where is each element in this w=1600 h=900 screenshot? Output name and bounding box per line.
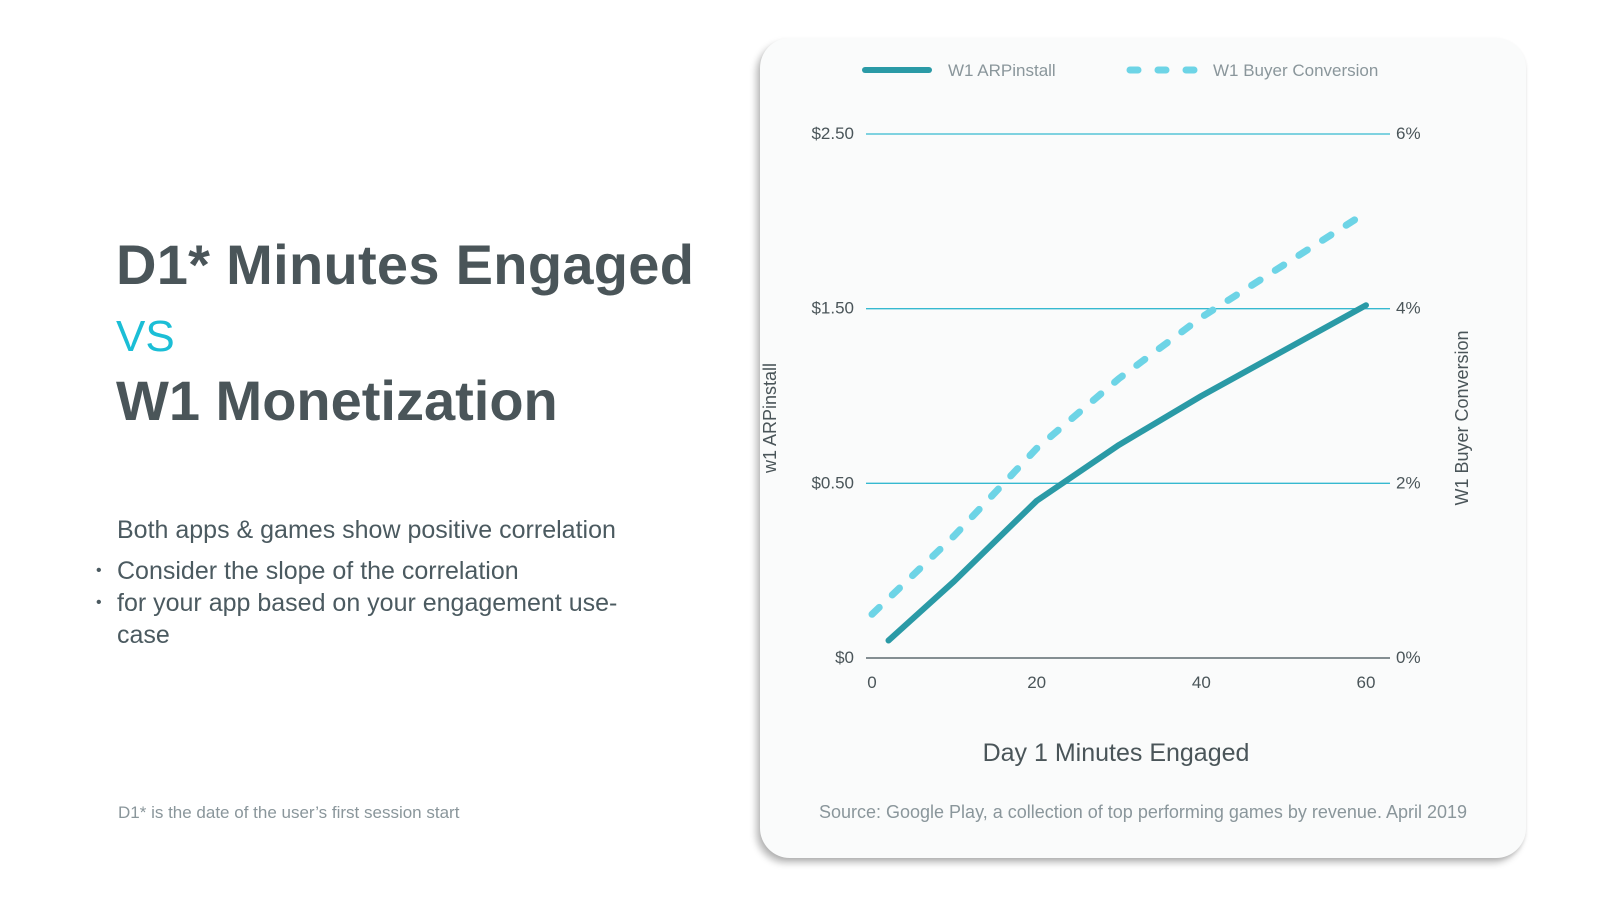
legend-label: W1 Buyer Conversion — [1213, 61, 1378, 80]
footnote: D1* is the date of the user’s first sess… — [118, 803, 460, 822]
bullet-text: for your app based on your engagement us… — [117, 589, 618, 649]
x-tick-label: 20 — [1027, 673, 1046, 692]
intro-text: Both apps & games show positive correlat… — [117, 516, 616, 544]
y-right-tick-label: 4% — [1396, 299, 1421, 318]
bullet-list: • Consider the slope of the correlation … — [96, 555, 656, 651]
y-right-axis-title: W1 Buyer Conversion — [1452, 330, 1472, 505]
series-line-w1-buyer-conversion — [868, 209, 1370, 618]
bullet-text: Consider the slope of the correlation — [117, 557, 519, 585]
y-left-tick-label: $0 — [835, 648, 854, 667]
line-chart: $0 $0.50 $1.50 $2.50 0% 2% 4% 6% 0 20 40 60 Day 1 Mi… — [760, 61, 1472, 767]
y-left-tick-label: $1.50 — [811, 299, 854, 318]
y-left-axis-title: w1 ARPinstall — [760, 363, 780, 474]
slide-title-line-1: D1* Minutes Engaged — [116, 233, 695, 296]
x-tick-label: 0 — [867, 673, 876, 692]
x-tick-label: 40 — [1192, 673, 1211, 692]
legend-label: W1 ARPinstall — [948, 61, 1056, 80]
slide-title-vs: VS — [116, 312, 175, 361]
bullet-dot: • — [96, 562, 102, 579]
slide-title-line-2: W1 Monetization — [116, 369, 558, 432]
y-right-tick-label: 2% — [1396, 473, 1421, 492]
x-axis-title: Day 1 Minutes Engaged — [983, 739, 1250, 767]
series-line-w1-arpinstall — [885, 302, 1369, 644]
bullet-dot: • — [96, 594, 102, 611]
y-right-tick-label: 6% — [1396, 124, 1421, 143]
chart-card: $0 $0.50 $1.50 $2.50 0% 2% 4% 6% 0 20 40 60 Day 1 Mi… — [760, 38, 1526, 858]
y-right-tick-label: 0% — [1396, 648, 1421, 667]
bullet-item: • for your app based on your engagement … — [96, 587, 656, 651]
y-left-tick-label: $2.50 — [811, 124, 854, 143]
y-left-tick-label: $0.50 — [811, 473, 854, 492]
x-tick-label: 60 — [1357, 673, 1376, 692]
source-note: Source: Google Play, a collection of top… — [818, 802, 1468, 822]
bullet-item: • Consider the slope of the correlation — [96, 555, 656, 587]
